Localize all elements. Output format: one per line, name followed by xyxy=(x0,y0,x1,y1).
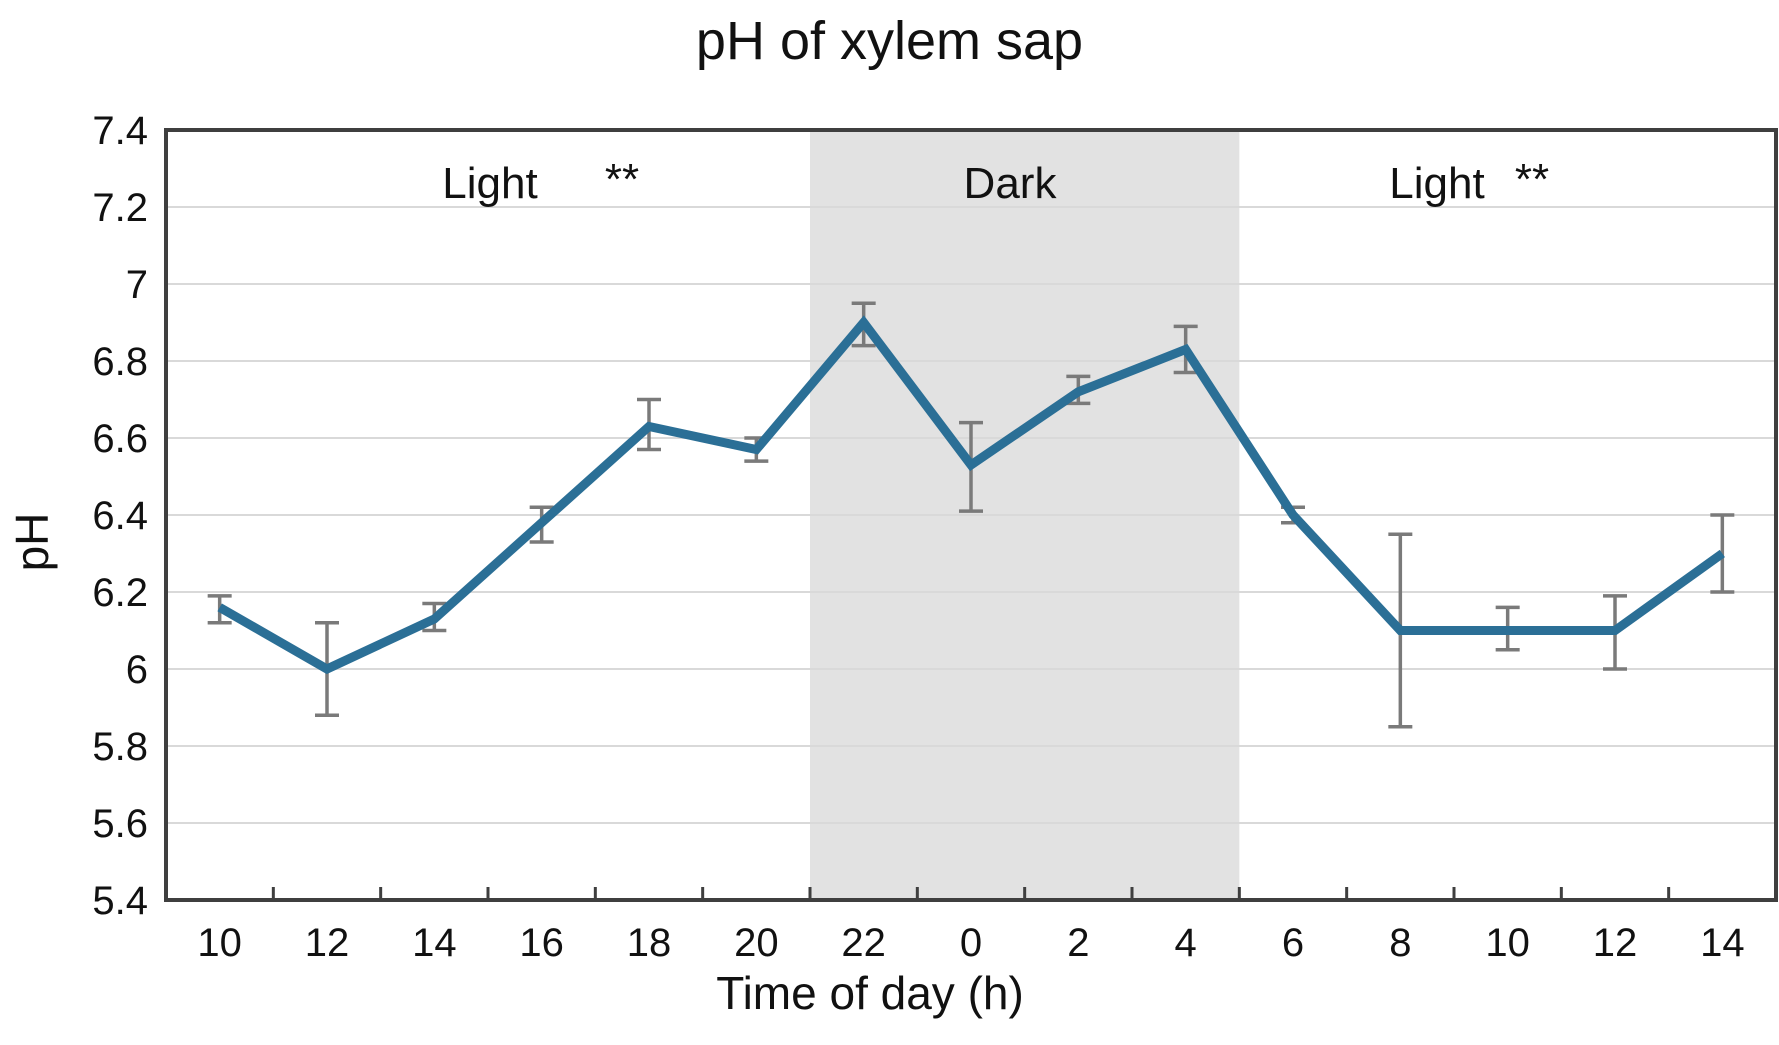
svg-text:18: 18 xyxy=(627,921,672,965)
x-tick-labels: 10 12 14 16 18 20 22 0 2 4 6 8 10 12 14 xyxy=(197,921,1744,965)
plot-frame xyxy=(164,128,1778,902)
svg-text:6.2: 6.2 xyxy=(92,571,148,615)
svg-text:6: 6 xyxy=(1282,921,1304,965)
svg-text:6.8: 6.8 xyxy=(92,340,148,384)
svg-text:0: 0 xyxy=(960,921,982,965)
svg-text:16: 16 xyxy=(519,921,564,965)
svg-text:20: 20 xyxy=(734,921,779,965)
svg-text:4: 4 xyxy=(1175,921,1197,965)
svg-text:12: 12 xyxy=(1593,921,1638,965)
svg-text:7.4: 7.4 xyxy=(92,109,148,153)
svg-text:22: 22 xyxy=(841,921,886,965)
svg-text:Light: Light xyxy=(442,159,537,208)
svg-text:10: 10 xyxy=(1485,921,1530,965)
period-annotations: Light ** Dark Light ** xyxy=(442,155,1549,208)
svg-text:7.2: 7.2 xyxy=(92,186,148,230)
svg-text:5.4: 5.4 xyxy=(92,879,148,923)
y-axis-title: pH xyxy=(6,512,58,572)
chart-title: pH of xylem sap xyxy=(695,11,1084,71)
svg-text:2: 2 xyxy=(1067,921,1089,965)
x-axis-title: Time of day (h) xyxy=(716,967,1024,1019)
svg-text:5.8: 5.8 xyxy=(92,725,148,769)
svg-text:6.4: 6.4 xyxy=(92,494,148,538)
svg-text:10: 10 xyxy=(197,921,242,965)
svg-text:**: ** xyxy=(605,155,639,204)
svg-text:14: 14 xyxy=(412,921,457,965)
svg-text:8: 8 xyxy=(1389,921,1411,965)
y-tick-labels: 5.4 5.6 5.8 6 6.2 6.4 6.6 6.8 7 7.2 7.4 xyxy=(92,109,148,923)
svg-text:Light: Light xyxy=(1389,159,1484,208)
svg-text:12: 12 xyxy=(305,921,350,965)
data-line xyxy=(217,315,1725,675)
svg-text:Dark: Dark xyxy=(964,159,1058,208)
svg-text:**: ** xyxy=(1515,155,1549,204)
svg-text:6: 6 xyxy=(126,648,148,692)
svg-text:14: 14 xyxy=(1700,921,1745,965)
svg-text:6.6: 6.6 xyxy=(92,417,148,461)
svg-text:7: 7 xyxy=(126,263,148,307)
svg-text:5.6: 5.6 xyxy=(92,802,148,846)
